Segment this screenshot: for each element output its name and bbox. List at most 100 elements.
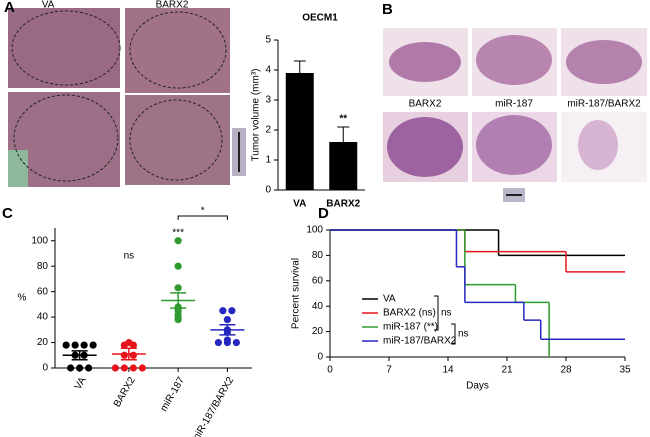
data-point: [129, 351, 137, 359]
data-point: [120, 364, 128, 372]
panel-label: C: [2, 205, 13, 222]
data-point: [120, 341, 128, 349]
y-tick-label: 100: [31, 235, 48, 246]
legend-label: miR-187 (**): [383, 322, 438, 333]
data-point: [80, 341, 88, 349]
bar: [285, 73, 314, 190]
tissue: [566, 40, 642, 84]
significance-bracket: [451, 323, 456, 345]
data-point: [76, 364, 84, 372]
data-point: [71, 341, 79, 349]
tissue: [387, 117, 463, 177]
panel-label: A: [4, 0, 15, 16]
data-point: [129, 341, 137, 349]
y-tick-label: 80: [312, 250, 324, 261]
bar: [329, 142, 358, 190]
legend-label: miR-187/BARX2: [383, 336, 457, 347]
data-point: [85, 364, 93, 372]
data-point: [228, 307, 236, 315]
x-tick-label: 28: [560, 365, 572, 376]
data-point: [62, 341, 70, 349]
significance: *: [201, 206, 205, 217]
y-tick-label: 40: [37, 312, 49, 323]
data-point: [89, 341, 97, 349]
image-label: BARX2: [156, 0, 189, 11]
tissue: [476, 35, 552, 85]
image-label: BARX2: [409, 99, 442, 110]
significance: ns: [458, 329, 469, 340]
x-tick-label: 35: [619, 365, 631, 376]
tissue: [389, 42, 461, 82]
data-point: [174, 316, 182, 324]
y-axis-label: Tumor volume (mm³): [251, 69, 262, 162]
x-tick-label: 14: [442, 365, 454, 376]
x-tick-label: VA: [73, 375, 89, 392]
tissue: [476, 115, 552, 175]
data-point: [174, 262, 182, 270]
x-tick-label: BARX2: [326, 199, 360, 210]
significance: ***: [172, 227, 184, 238]
histology-image: [125, 8, 230, 93]
data-point: [111, 364, 119, 372]
y-tick-label: 20: [312, 326, 324, 337]
y-tick-label: 0: [265, 185, 271, 196]
significance: ns: [124, 251, 135, 262]
tissue: [578, 120, 618, 170]
y-tick-label: 80: [37, 261, 49, 272]
data-point: [120, 351, 128, 359]
image-label: VA: [42, 0, 55, 11]
data-point: [67, 364, 75, 372]
y-tick-label: 0: [42, 363, 48, 374]
chart-title: OECM1: [302, 13, 338, 24]
y-tick-label: 40: [312, 301, 324, 312]
data-point: [223, 316, 231, 324]
tumor-outline: [129, 99, 223, 181]
data-point: [214, 338, 222, 347]
significance: **: [339, 114, 347, 125]
y-tick-label: 60: [312, 275, 324, 286]
y-tick-label: 60: [37, 286, 49, 297]
image-label: miR-187: [495, 99, 533, 110]
significance: ns: [441, 308, 452, 319]
y-tick-label: 1: [265, 155, 271, 166]
panel-label: D: [318, 205, 329, 222]
image-label: miR-187/BARX2: [567, 99, 641, 110]
y-tick-label: 100: [306, 225, 323, 236]
panel-b-images: [383, 28, 647, 202]
data-point: [174, 237, 182, 245]
x-tick-label: 21: [501, 365, 513, 376]
y-tick-label: 5: [265, 35, 271, 46]
data-point: [219, 307, 227, 315]
data-point: [232, 338, 240, 347]
data-point: [174, 284, 182, 292]
x-tick-label: 0: [327, 365, 333, 376]
x-tick-label: VA: [293, 199, 306, 210]
histology-image: [125, 95, 230, 185]
tumor-outline: [11, 10, 121, 86]
legend-label: BARX2 (ns): [383, 308, 436, 319]
x-tick-label: miR-187/BARX2: [190, 375, 236, 437]
x-axis-label: Days: [466, 381, 489, 392]
tumor-outline: [129, 11, 227, 89]
tumor-outline: [13, 94, 119, 182]
y-tick-label: 20: [37, 337, 49, 348]
x-tick-label: miR-187: [159, 375, 188, 414]
y-axis-label: Percent survival: [291, 258, 302, 329]
y-axis-label: %: [18, 293, 27, 304]
data-point: [138, 364, 146, 372]
histology-image: [8, 8, 120, 88]
legend-label: VA: [383, 294, 396, 305]
y-tick-label: 2: [265, 125, 271, 136]
data-point: [129, 364, 137, 372]
panel-label: B: [382, 1, 393, 18]
x-tick-label: 7: [386, 365, 392, 376]
y-tick-label: 3: [265, 95, 271, 106]
data-point: [223, 338, 231, 347]
x-tick-label: BARX2: [112, 375, 138, 409]
significance-bracket: [434, 295, 439, 331]
y-tick-label: 0: [317, 352, 323, 363]
significance-bracket: [177, 215, 228, 220]
panel-a-images: [8, 8, 246, 187]
y-tick-label: 4: [265, 65, 271, 76]
